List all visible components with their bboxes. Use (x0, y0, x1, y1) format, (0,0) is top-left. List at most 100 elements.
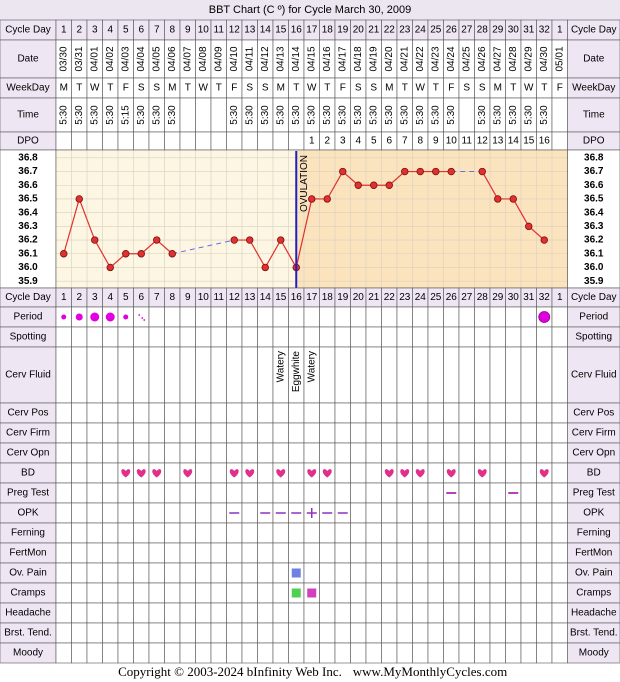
temperature-point (432, 167, 440, 176)
bd-heart (400, 469, 410, 478)
cell (241, 522, 258, 544)
cell (272, 326, 289, 348)
cell (350, 622, 367, 644)
y-tick-label: 36.6 (584, 180, 604, 191)
cell (210, 131, 227, 151)
cell (117, 642, 134, 664)
cell (257, 642, 274, 664)
cell (334, 562, 351, 584)
cell (381, 346, 398, 404)
cell (520, 462, 537, 484)
cell (226, 346, 243, 404)
cell (303, 622, 320, 644)
cell (489, 642, 506, 664)
row-label: FertMon (9, 548, 46, 559)
cell (86, 402, 103, 424)
cell (164, 462, 181, 484)
cycle-day: 30 (508, 292, 520, 303)
cell (303, 326, 320, 348)
cell (334, 442, 351, 464)
cell (55, 346, 72, 404)
cell (272, 402, 289, 424)
cell (195, 642, 212, 664)
date: 03/30 (58, 46, 69, 71)
cycle-day: 3 (92, 292, 98, 303)
bd-heart (276, 469, 286, 478)
row-label: Date (17, 54, 39, 65)
row-label: WeekDay (572, 83, 615, 94)
cell (474, 346, 491, 404)
cell (288, 482, 305, 504)
row-label: Cramps (10, 588, 45, 599)
cell (474, 442, 491, 464)
weekday: S (153, 83, 160, 94)
row-label: Date (583, 54, 605, 65)
row-label: Cramps (576, 588, 611, 599)
cell (412, 522, 429, 544)
cell (551, 462, 568, 484)
cell (241, 602, 258, 624)
cell (55, 542, 72, 564)
dpo: 14 (508, 136, 520, 147)
cell (551, 402, 568, 424)
cell (55, 131, 72, 151)
cell (117, 326, 134, 348)
cycle-day: 24 (415, 292, 427, 303)
time: 5:30 (399, 105, 410, 125)
cell (102, 562, 119, 584)
cell (179, 422, 196, 444)
cell (520, 422, 537, 444)
cell (412, 622, 429, 644)
cell (55, 442, 72, 464)
cell (489, 622, 506, 644)
cycle-day: 2 (76, 25, 82, 36)
dpo: 9 (433, 136, 439, 147)
axis-cell (0, 149, 57, 289)
row-label: Time (17, 110, 39, 121)
cell (319, 346, 336, 404)
cell (241, 326, 258, 348)
cell (86, 522, 103, 544)
cell (179, 602, 196, 624)
weekday: T (433, 83, 439, 94)
dpo: 16 (539, 136, 551, 147)
cell (489, 402, 506, 424)
temperature-point (91, 236, 99, 244)
cell (536, 482, 553, 504)
cell (551, 422, 568, 444)
cell (334, 582, 351, 604)
y-tick-label: 36.1 (18, 248, 38, 259)
cell (350, 442, 367, 464)
cycle-day: 11 (214, 292, 225, 303)
cell (257, 326, 274, 348)
cell (396, 422, 413, 444)
cell (179, 542, 196, 564)
row-label-cell (0, 346, 57, 404)
cell (427, 582, 444, 604)
y-tick-label: 36.4 (18, 207, 38, 218)
y-tick-label: 36.2 (18, 235, 38, 246)
cell (334, 326, 351, 348)
cell (102, 482, 119, 504)
temperature-point (525, 222, 533, 231)
cell (210, 482, 227, 504)
cell (520, 522, 537, 544)
cell (381, 306, 398, 328)
cycle-day: 26 (446, 292, 458, 303)
bd-heart (539, 469, 549, 478)
cell (164, 542, 181, 564)
dpo: 4 (355, 136, 361, 147)
cell (303, 542, 320, 564)
row-label: Cerv Pos (573, 408, 614, 419)
cell (179, 502, 196, 524)
row-label: DPO (583, 136, 605, 147)
time: 5:30 (353, 105, 364, 125)
cycle-day: 25 (430, 25, 442, 36)
date: 04/05 (151, 46, 162, 71)
cell (489, 562, 506, 584)
cell (427, 482, 444, 504)
cell (148, 542, 165, 564)
cell (102, 346, 119, 404)
cell (117, 131, 134, 151)
cell (427, 306, 444, 328)
